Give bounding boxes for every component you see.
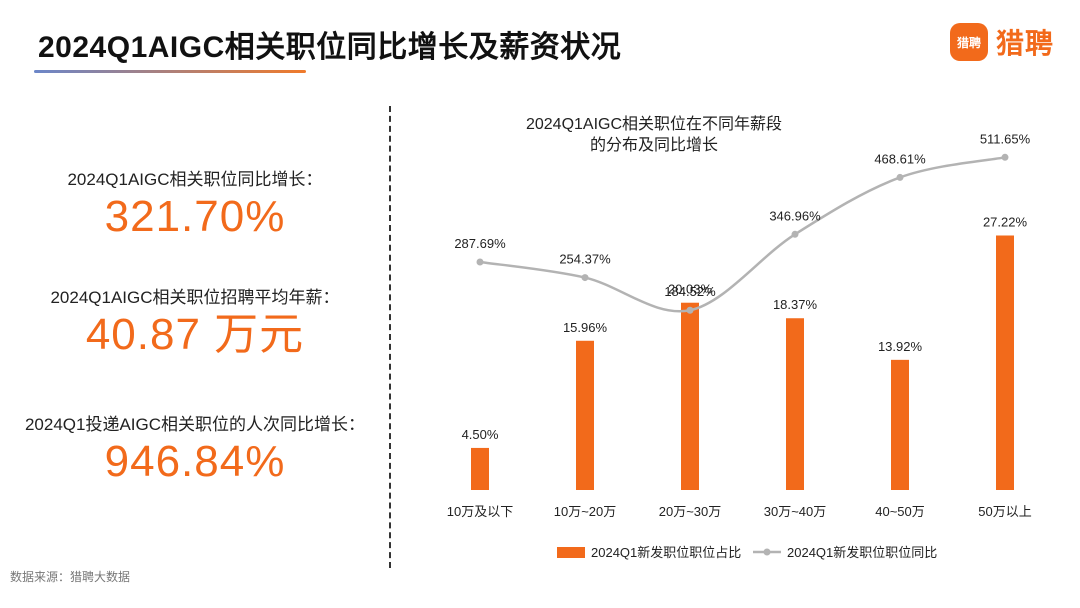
page-title: 2024Q1AIGC相关职位同比增长及薪资状况 xyxy=(38,31,622,64)
x-tick-label: 10万及以下 xyxy=(447,504,513,519)
line-point-1 xyxy=(581,274,589,282)
x-tick-label: 50万以上 xyxy=(978,504,1031,519)
yoy-growth-line xyxy=(479,156,1006,313)
bar-label: 13.92% xyxy=(878,339,923,354)
bar-5 xyxy=(996,235,1014,490)
line-label: 468.61% xyxy=(874,151,926,166)
dashed-divider xyxy=(389,106,391,568)
brand-logo: 猎聘 猎聘 xyxy=(950,22,1054,62)
stat-avg-salary: 2024Q1AIGC相关职位招聘平均年薪： 40.87 万元 xyxy=(10,283,380,358)
legend-line-marker xyxy=(763,548,771,556)
logo-text: 猎聘 xyxy=(996,28,1055,59)
bar-1 xyxy=(576,340,594,490)
line-point-3 xyxy=(791,230,799,238)
salary-distribution-chart: 2024Q1AIGC相关职位在不同年薪段的分布及同比增长 4.50% 15.96%… xyxy=(447,115,1032,560)
stat-value: 40.87 万元 xyxy=(85,310,305,359)
bar-label: 4.50% xyxy=(462,427,499,442)
legend-bar-label: 2024Q1新发职位职位占比 xyxy=(591,545,741,560)
stat-label: 2024Q1投递AIGC相关职位的人次同比增长： xyxy=(24,415,366,434)
line-label: 346.96% xyxy=(769,208,821,223)
line-point-2 xyxy=(686,306,694,314)
bar-2 xyxy=(681,302,699,490)
chart-title-text: 2024Q1AIGC相关职位在不同年薪段的分布及同比增长 xyxy=(526,115,782,154)
x-tick-label: 40~50万 xyxy=(875,504,925,519)
stat-value: 321.70% xyxy=(104,192,286,241)
bar-0 xyxy=(471,447,489,490)
stat-applications-growth: 2024Q1投递AIGC相关职位的人次同比增长： 946.84% xyxy=(10,410,380,485)
chart-legend: 2024Q1新发职位职位占比 2024Q1新发职位职位同比 xyxy=(557,545,937,560)
line-label: 287.69% xyxy=(454,236,506,251)
legend-line-label: 2024Q1新发职位职位同比 xyxy=(787,545,937,560)
data-source-note: 数据来源：猎聘大数据 xyxy=(10,570,131,584)
line-point-5 xyxy=(1001,153,1009,161)
title-underline xyxy=(34,70,306,73)
line-label: 184.52% xyxy=(664,284,716,299)
stat-value: 946.84% xyxy=(104,437,286,486)
x-tick-label: 10万~20万 xyxy=(554,504,617,519)
stat-yoy-growth: 2024Q1AIGC相关职位同比增长： 321.70% xyxy=(10,165,380,240)
bar-label: 15.96% xyxy=(563,320,608,335)
bar-4 xyxy=(891,359,909,490)
x-tick-label: 30万~40万 xyxy=(764,504,827,519)
logo-icon: 猎聘 xyxy=(950,23,988,61)
legend-bar-swatch xyxy=(557,547,585,558)
bar-label: 20.03% xyxy=(668,282,713,297)
bar-3 xyxy=(786,318,804,490)
line-label: 254.37% xyxy=(559,252,611,267)
bar-label: 18.37% xyxy=(773,297,818,312)
line-label: 511.65% xyxy=(980,131,1031,146)
stat-label: 2024Q1AIGC相关职位招聘平均年薪： xyxy=(50,288,340,307)
bar-label: 27.22% xyxy=(983,214,1028,229)
x-tick-label: 20万~30万 xyxy=(659,504,722,519)
line-point-0 xyxy=(476,258,484,266)
stat-label: 2024Q1AIGC相关职位同比增长： xyxy=(67,170,323,189)
chart-title: 2024Q1AIGC相关职位在不同年薪段的分布及同比增长 xyxy=(526,115,782,154)
line-point-4 xyxy=(896,173,904,181)
